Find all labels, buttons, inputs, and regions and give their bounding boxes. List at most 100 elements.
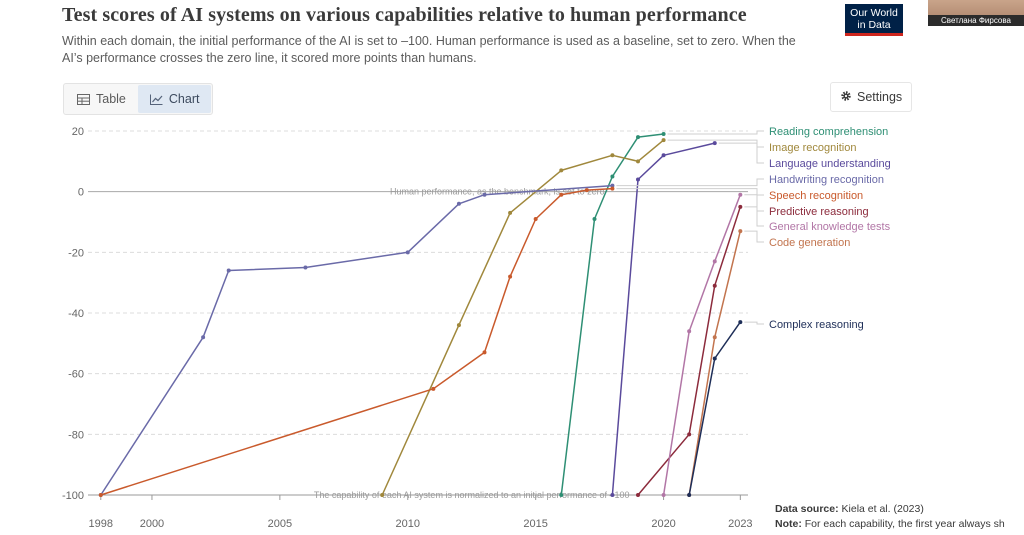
y-tick-label: -40 — [68, 308, 84, 320]
data-point — [98, 493, 103, 497]
y-tick-label: -80 — [68, 429, 84, 441]
footer-note-text: For each capability, the first year alwa… — [804, 518, 1005, 530]
tab-table[interactable]: Table — [65, 85, 138, 113]
legend-connector — [744, 194, 764, 227]
legend-label[interactable]: General knowledge tests — [769, 221, 891, 233]
data-point — [738, 229, 743, 234]
x-tick-label: 2015 — [523, 518, 547, 530]
owid-logo[interactable]: Our World in Data — [845, 4, 903, 36]
data-point — [738, 192, 743, 197]
data-point — [636, 177, 640, 182]
legend-connector — [667, 130, 764, 135]
data-point — [661, 138, 666, 143]
footer-note: Note: For each capability, the first yea… — [775, 518, 1024, 530]
series-line[interactable] — [100, 187, 613, 496]
chart-subtitle: Within each domain, the initial performa… — [62, 34, 796, 65]
data-point — [636, 135, 640, 140]
tab-table-label: Table — [96, 92, 126, 106]
webcam-participant-name: Светлана Фирсова — [928, 15, 1024, 26]
legend-label[interactable]: Handwriting recognition — [769, 174, 884, 186]
settings-button[interactable]: Settings — [830, 82, 913, 112]
data-point — [508, 274, 513, 279]
data-point — [712, 259, 717, 264]
data-source-text[interactable]: Kiela et al. (2023) — [841, 503, 924, 515]
x-tick-label: 1998 — [89, 518, 113, 530]
data-point — [456, 323, 461, 328]
y-tick-label: -20 — [68, 247, 84, 259]
legend-label[interactable]: Language understanding — [769, 158, 891, 170]
data-point — [610, 493, 615, 497]
tab-chart-label: Chart — [168, 92, 200, 106]
data-point — [584, 188, 589, 193]
data-point — [661, 493, 666, 497]
series-line[interactable] — [688, 321, 741, 496]
data-point — [592, 216, 597, 221]
data-point — [687, 432, 692, 437]
chart-annotation: The capability of each AI system is norm… — [314, 490, 630, 500]
data-point — [380, 493, 385, 497]
x-tick-label: 2005 — [268, 518, 292, 530]
y-tick-label: -60 — [68, 369, 84, 381]
tab-chart[interactable]: Chart — [137, 85, 212, 113]
series-line[interactable] — [100, 184, 613, 496]
legend-connector — [616, 178, 764, 187]
data-point — [226, 268, 231, 273]
x-tick-label: 2023 — [728, 518, 752, 530]
data-point — [610, 174, 615, 179]
logo-line-2: in Data — [857, 18, 891, 31]
data-point — [661, 132, 666, 137]
legend-label[interactable]: Code generation — [769, 237, 850, 249]
legend-connector — [744, 321, 764, 325]
series-lines[interactable] — [98, 132, 743, 497]
webcam-overlay: Светлана Фирсова — [928, 0, 1024, 26]
data-point — [636, 159, 640, 164]
view-tabs: Table Chart — [63, 83, 214, 115]
data-point — [533, 216, 538, 221]
data-point — [738, 204, 743, 209]
x-tick-label: 2020 — [651, 518, 675, 530]
series-line[interactable] — [637, 206, 742, 496]
data-point — [636, 493, 640, 497]
data-point — [303, 265, 308, 270]
data-point — [508, 210, 513, 215]
series-line[interactable] — [611, 142, 715, 496]
chart-title: Test scores of AI systems on various cap… — [62, 4, 747, 26]
y-tick-label: -100 — [62, 490, 84, 502]
legend-connector — [718, 142, 764, 164]
data-point — [687, 329, 692, 334]
data-point — [610, 186, 615, 191]
data-point — [405, 250, 410, 255]
series-line[interactable] — [662, 194, 742, 496]
chart-annotation: Human performance, as the benchmark, is … — [390, 187, 605, 197]
legend-label[interactable]: Speech recognition — [769, 190, 863, 202]
legend-label[interactable]: Reading comprehension — [769, 126, 888, 138]
x-tick-label: 2000 — [140, 518, 164, 530]
data-point — [610, 183, 615, 188]
data-point — [712, 283, 717, 288]
data-point — [687, 493, 692, 497]
data-point — [712, 356, 717, 361]
data-point — [201, 335, 206, 340]
table-icon — [77, 93, 90, 105]
y-tick-label: 20 — [72, 126, 84, 138]
line-chart-icon — [149, 94, 163, 105]
data-source: Data source: Kiela et al. (2023) — [775, 503, 924, 515]
y-tick-label: 0 — [78, 187, 84, 199]
data-point — [661, 153, 666, 158]
legend-label[interactable]: Complex reasoning — [769, 319, 864, 331]
legend-label[interactable]: Image recognition — [769, 142, 856, 154]
legend-label[interactable]: Predictive reasoning — [769, 206, 869, 218]
legend-connector — [744, 206, 764, 212]
data-point — [431, 386, 436, 391]
data-point — [559, 493, 564, 497]
data-point — [712, 335, 717, 340]
data-point — [559, 192, 564, 197]
gear-icon — [840, 90, 852, 105]
data-point — [482, 192, 487, 197]
data-point — [559, 168, 564, 173]
data-source-label: Data source: — [775, 503, 839, 515]
data-point — [456, 201, 461, 206]
logo-line-1: Our World — [850, 7, 898, 19]
axes: 20 0 -20 -40 -60 -80 -100 1998 2000 2005 2010 2015 2… — [62, 126, 753, 530]
